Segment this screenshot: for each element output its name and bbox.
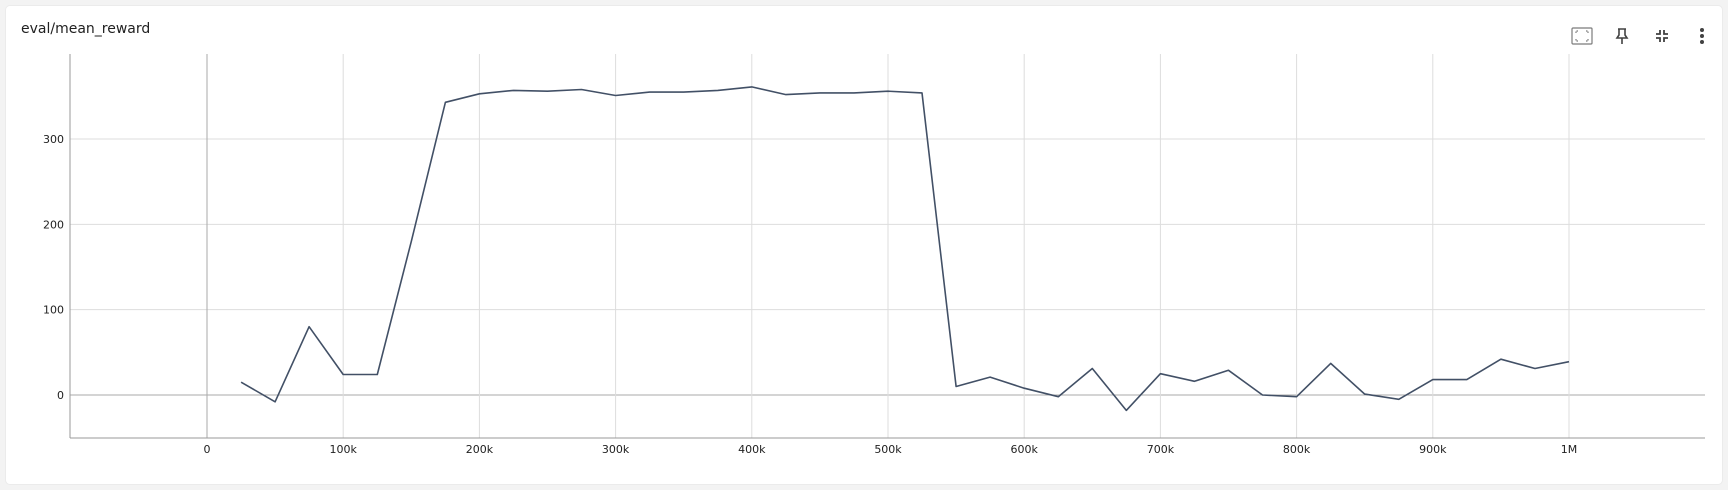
more-button[interactable] (1682, 20, 1722, 52)
chart-title: eval/mean_reward (21, 21, 151, 37)
series-line (240, 86, 1570, 412)
x-tick-label: 400k (738, 443, 766, 456)
x-tick-label: 500k (874, 443, 902, 456)
pin-button[interactable] (1602, 20, 1642, 52)
x-tick-label: 1M (1561, 443, 1578, 456)
x-tick-label: 700k (1147, 443, 1175, 456)
chart-card: eval/mean_reward (6, 6, 1722, 484)
x-tick-label: 100k (330, 443, 358, 456)
pin-icon (1615, 28, 1629, 44)
fit-to-data-button[interactable] (1562, 20, 1602, 52)
x-tick-label: 300k (602, 443, 630, 456)
chart-toolbar (1562, 20, 1722, 52)
fit-to-data-icon (1571, 27, 1593, 45)
y-tick-label: 300 (43, 133, 64, 146)
y-tick-label: 100 (43, 304, 64, 317)
x-tick-label: 800k (1283, 443, 1311, 456)
x-tick-label: 600k (1011, 443, 1039, 456)
x-tick-label: 0 (204, 443, 211, 456)
collapse-icon (1656, 30, 1668, 42)
collapse-button[interactable] (1642, 20, 1682, 52)
y-tick-label: 200 (43, 218, 64, 231)
y-tick-label: 0 (57, 389, 64, 402)
more-vert-icon (1700, 28, 1704, 44)
x-tick-label: 900k (1419, 443, 1447, 456)
x-tick-label: 200k (466, 443, 494, 456)
